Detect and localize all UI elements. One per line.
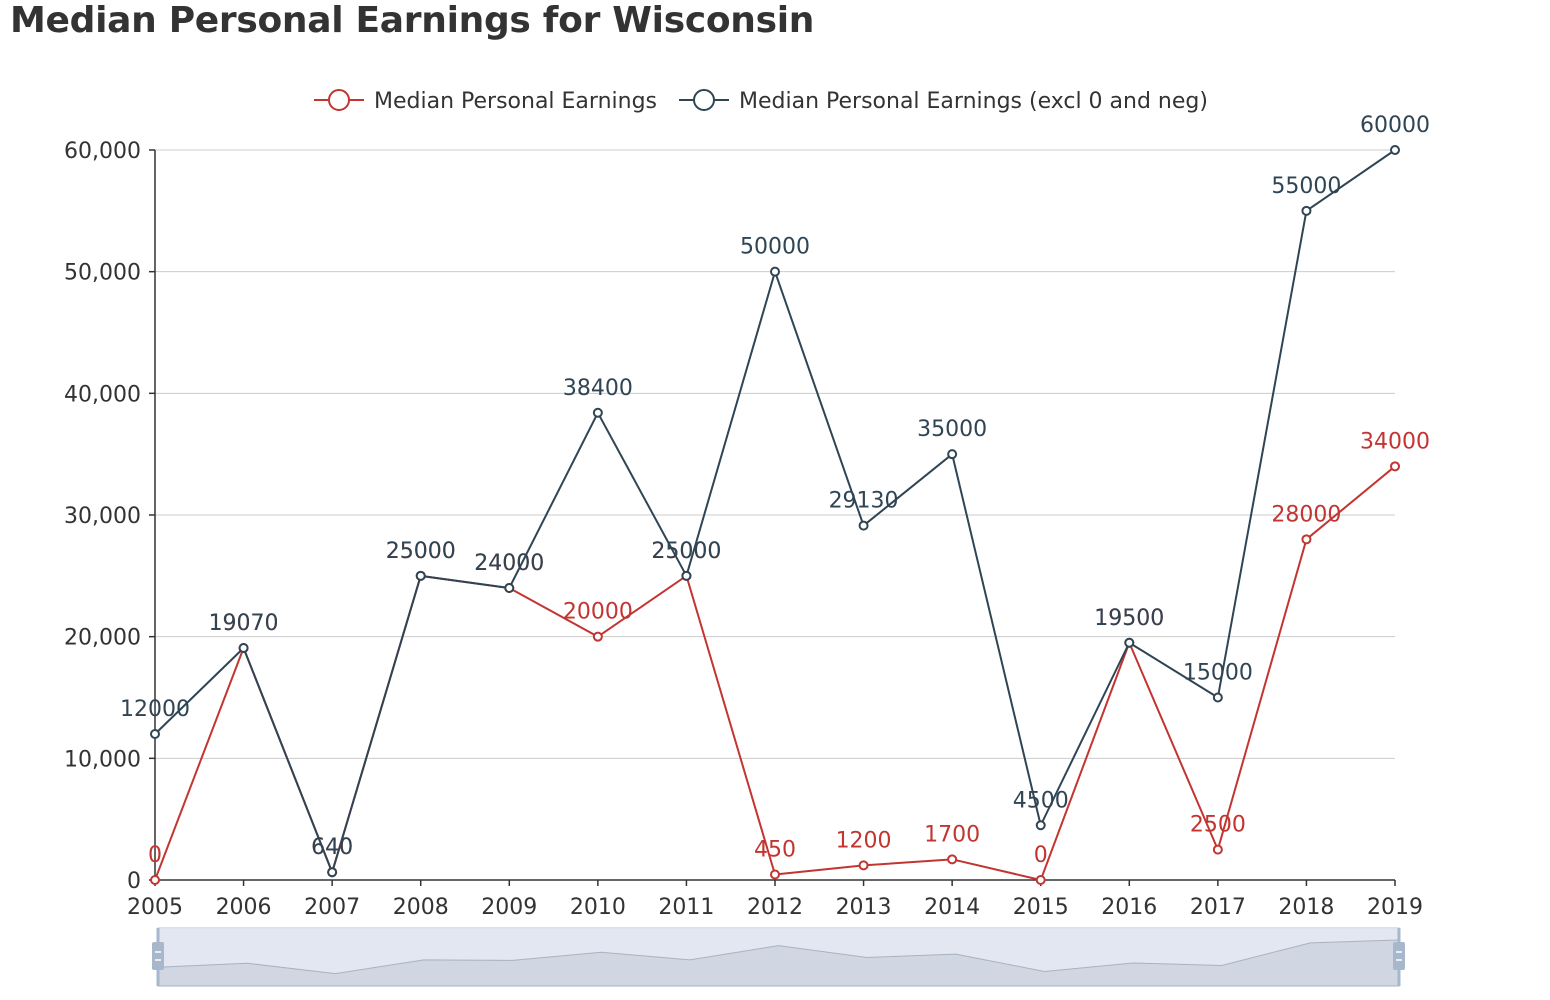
data-point[interactable] — [1390, 461, 1400, 472]
data-label: 28000 — [1271, 502, 1341, 527]
data-label: 25000 — [386, 539, 456, 564]
x-tick-label: 2008 — [393, 895, 449, 920]
data-label: 2500 — [1190, 813, 1246, 838]
data-label: 25000 — [386, 539, 456, 564]
x-tick-label: 2011 — [658, 895, 714, 920]
x-tick-label: 2007 — [304, 895, 360, 920]
x-tick-label: 2012 — [747, 895, 803, 920]
data-label: 25000 — [651, 539, 721, 564]
data-label: 35000 — [917, 417, 987, 442]
data-point[interactable] — [858, 860, 869, 871]
data-point[interactable] — [681, 570, 692, 581]
x-tick-label: 2006 — [216, 895, 272, 920]
grid-lines — [155, 149, 1395, 759]
data-point[interactable] — [1035, 820, 1046, 831]
data-point[interactable] — [947, 449, 958, 460]
legend-item-2[interactable]: Median Personal Earnings (excl 0 and neg… — [679, 89, 1208, 114]
zoom-preview-area — [157, 939, 1400, 987]
data-point[interactable] — [504, 583, 515, 593]
data-label: 19070 — [209, 611, 279, 636]
data-label: 0 — [1034, 843, 1048, 868]
x-tick-label: 2016 — [1101, 895, 1157, 920]
data-point[interactable] — [327, 867, 338, 878]
data-point[interactable] — [858, 520, 869, 531]
data-point[interactable] — [1301, 205, 1312, 216]
data-point[interactable] — [150, 875, 160, 885]
zoom-handle-grip — [152, 942, 164, 970]
zoom-handle-left[interactable] — [152, 928, 164, 986]
data-zoom-slider — [152, 927, 1405, 987]
data-label: 15000 — [1183, 661, 1253, 686]
data-label: 55000 — [1271, 174, 1341, 199]
legend-item-1[interactable]: Median Personal Earnings — [314, 89, 657, 114]
data-label: 25000 — [651, 539, 721, 564]
x-tick-label: 2010 — [570, 895, 626, 920]
data-point[interactable] — [1212, 844, 1223, 855]
legend-marker — [693, 89, 715, 111]
y-tick-label: 60,000 — [64, 139, 141, 164]
zoom-handle-grip — [1393, 942, 1405, 970]
data-label: 1700 — [924, 822, 980, 847]
y-tick-label: 20,000 — [64, 626, 141, 651]
data-label: 0 — [148, 843, 162, 868]
legend: Median Personal Earnings Median Personal … — [314, 89, 1208, 114]
data-label: 640 — [311, 835, 353, 860]
data-label: 24000 — [474, 551, 544, 576]
data-label: 450 — [754, 838, 796, 863]
data-label: 34000 — [1360, 429, 1430, 454]
legend-marker — [328, 89, 350, 111]
data-point[interactable] — [415, 570, 426, 581]
data-point[interactable] — [592, 631, 603, 642]
data-label: 20000 — [563, 600, 633, 625]
data-label: 19070 — [209, 611, 279, 636]
x-tick-label: 2015 — [1013, 895, 1069, 920]
data-point[interactable] — [770, 869, 780, 880]
x-tick-label: 2013 — [836, 895, 892, 920]
y-tick-label: 30,000 — [64, 504, 141, 529]
data-label: 19500 — [1094, 606, 1164, 631]
data-point[interactable] — [1390, 145, 1400, 155]
data-label: 19500 — [1094, 606, 1164, 631]
data-label: 640 — [311, 835, 353, 860]
y-tick-label: 50,000 — [64, 261, 141, 286]
data-point[interactable] — [770, 266, 780, 277]
data-point[interactable] — [1212, 692, 1223, 703]
y-tick-label: 40,000 — [64, 382, 141, 407]
x-tick-label: 2009 — [481, 895, 537, 920]
x-tick-label: 2017 — [1190, 895, 1246, 920]
legend-label: Median Personal Earnings — [374, 89, 657, 114]
x-tick-label: 2019 — [1367, 895, 1423, 920]
data-point[interactable] — [1301, 534, 1312, 545]
y-tick-label: 10,000 — [64, 747, 141, 772]
data-point[interactable] — [1124, 637, 1135, 648]
x-tick-label: 2005 — [127, 895, 183, 920]
x-tick-label: 2014 — [924, 895, 980, 920]
legend-label: Median Personal Earnings (excl 0 and neg… — [739, 89, 1208, 114]
data-label: 38400 — [563, 376, 633, 401]
data-point[interactable] — [238, 642, 249, 653]
data-label: 12000 — [120, 697, 190, 722]
data-point[interactable] — [947, 854, 958, 865]
data-label: 4500 — [1013, 788, 1069, 813]
data-label: 1200 — [836, 828, 892, 853]
data-label: 24000 — [474, 551, 544, 576]
data-label: 50000 — [740, 235, 810, 260]
x-tick-label: 2018 — [1278, 895, 1334, 920]
zoom-handle-right[interactable] — [1393, 928, 1405, 986]
data-point[interactable] — [150, 729, 160, 739]
chart-title: Median Personal Earnings for Wisconsin — [10, 0, 815, 41]
axes: 0 10,000 20,000 30,000 40,000 50,000 60,000 200… — [64, 139, 1423, 920]
series-lines — [150, 145, 1400, 885]
y-tick-label: 0 — [127, 869, 141, 894]
data-label: 29130 — [829, 489, 899, 514]
data-label: 60000 — [1360, 113, 1430, 138]
data-point[interactable] — [592, 407, 603, 418]
data-point[interactable] — [1035, 875, 1046, 885]
